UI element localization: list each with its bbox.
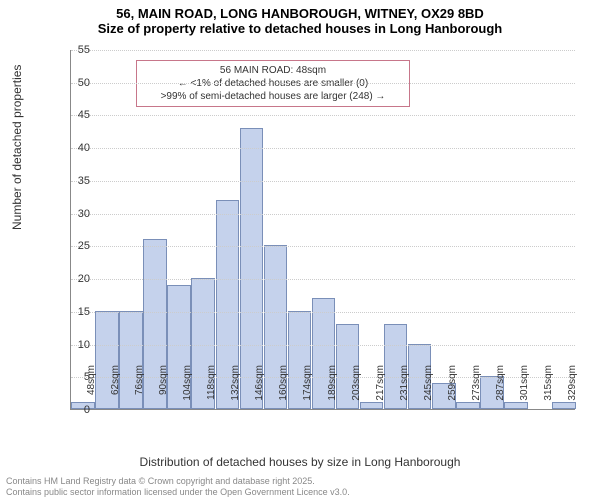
legend-line-3: >99% of semi-detached houses are larger … [143, 90, 403, 103]
chart-title-block: 56, MAIN ROAD, LONG HANBOROUGH, WITNEY, … [0, 0, 600, 36]
bar [360, 402, 384, 409]
x-tick-label: 203sqm [351, 365, 362, 401]
y-tick-label: 40 [65, 142, 90, 154]
y-tick-label: 10 [65, 339, 90, 351]
footer-line-2: Contains public sector information licen… [6, 487, 350, 498]
bar [456, 402, 480, 409]
x-tick-label: 259sqm [447, 365, 458, 401]
title-line-2: Size of property relative to detached ho… [0, 21, 600, 36]
x-tick-label: 189sqm [327, 365, 338, 401]
grid-line [71, 279, 575, 280]
footer: Contains HM Land Registry data © Crown c… [6, 476, 350, 498]
footer-line-1: Contains HM Land Registry data © Crown c… [6, 476, 350, 487]
grid-line [71, 115, 575, 116]
x-tick-label: 62sqm [110, 365, 121, 395]
x-tick-label: 90sqm [158, 365, 169, 395]
grid-line [71, 214, 575, 215]
grid-line [71, 83, 575, 84]
x-tick-label: 104sqm [182, 365, 193, 401]
x-tick-label: 273sqm [471, 365, 482, 401]
grid-line [71, 181, 575, 182]
grid-line [71, 50, 575, 51]
x-axis-label: Distribution of detached houses by size … [0, 455, 600, 469]
x-tick-label: 118sqm [206, 365, 217, 400]
x-tick-label: 217sqm [375, 365, 386, 401]
x-tick-label: 329sqm [567, 365, 578, 401]
y-tick-label: 20 [65, 273, 90, 285]
y-tick-label: 15 [65, 306, 90, 318]
y-axis-label: Number of detached properties [10, 65, 24, 230]
x-tick-label: 231sqm [399, 365, 410, 401]
legend-line-1: 56 MAIN ROAD: 48sqm [143, 64, 403, 77]
x-tick-label: 287sqm [495, 365, 506, 401]
y-tick-label: 0 [65, 404, 90, 416]
chart-area: 56 MAIN ROAD: 48sqm ← <1% of detached ho… [70, 50, 575, 410]
plot-area: 56 MAIN ROAD: 48sqm ← <1% of detached ho… [70, 50, 575, 410]
x-tick-label: 76sqm [134, 365, 145, 395]
x-tick-label: 245sqm [423, 365, 434, 401]
x-tick-label: 174sqm [302, 365, 313, 401]
x-tick-label: 315sqm [543, 365, 554, 401]
bar [504, 402, 528, 409]
y-tick-label: 35 [65, 175, 90, 187]
title-line-1: 56, MAIN ROAD, LONG HANBOROUGH, WITNEY, … [0, 6, 600, 21]
grid-line [71, 246, 575, 247]
y-tick-label: 30 [65, 208, 90, 220]
y-tick-label: 55 [65, 44, 90, 56]
grid-line [71, 345, 575, 346]
x-tick-label: 146sqm [254, 365, 265, 401]
y-tick-label: 25 [65, 240, 90, 252]
x-tick-label: 132sqm [230, 365, 241, 401]
y-tick-label: 45 [65, 109, 90, 121]
x-tick-label: 160sqm [278, 365, 289, 401]
x-tick-label: 48sqm [86, 365, 97, 395]
bar [552, 402, 576, 409]
y-tick-label: 50 [65, 77, 90, 89]
grid-line [71, 148, 575, 149]
grid-line [71, 312, 575, 313]
x-tick-label: 301sqm [519, 365, 530, 401]
